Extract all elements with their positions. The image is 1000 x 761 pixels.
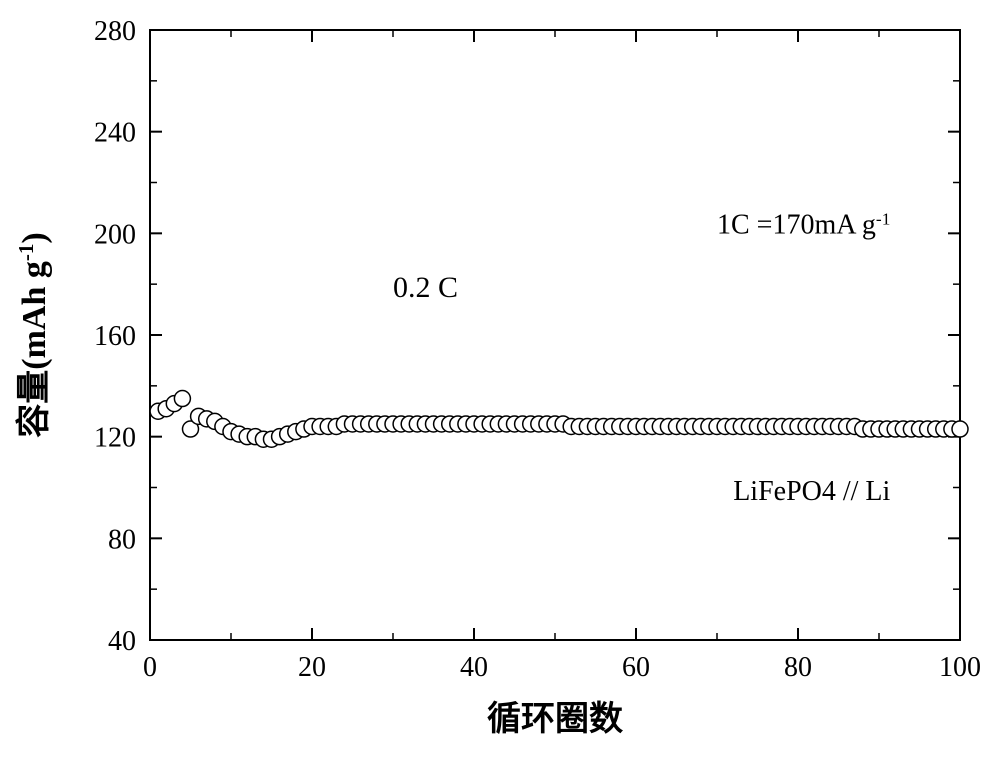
x-tick-label: 0 bbox=[143, 652, 157, 683]
y-tick-label: 240 bbox=[94, 118, 136, 149]
y-tick-label: 120 bbox=[94, 423, 136, 454]
capacity-cycle-chart: 0 20 40 60 80 100 40 80 120 160 200 240 280 循环圈数 容量(mA… bbox=[0, 0, 1000, 761]
chart-annotation: LiFePO4 // Li bbox=[733, 476, 890, 507]
x-tick-label: 40 bbox=[460, 652, 488, 683]
x-tick-label: 60 bbox=[622, 652, 650, 683]
plot-frame bbox=[150, 30, 960, 640]
y-tick-label: 80 bbox=[108, 524, 136, 555]
y-tick-label: 280 bbox=[94, 16, 136, 47]
data-marker bbox=[952, 421, 968, 437]
x-tick-label: 20 bbox=[298, 652, 326, 683]
y-tick-label: 40 bbox=[108, 626, 136, 657]
x-tick-label: 100 bbox=[939, 652, 981, 683]
x-tick-label: 80 bbox=[784, 652, 812, 683]
chart-annotation: 1C =170mA g-1 bbox=[717, 209, 890, 241]
y-tick-label: 200 bbox=[94, 219, 136, 250]
chart-svg: 0 20 40 60 80 100 40 80 120 160 200 240 280 循环圈数 容量(mA… bbox=[0, 0, 1000, 761]
chart-annotation: 0.2 C bbox=[393, 271, 458, 304]
y-axis-title: 容量(mAh g-1) bbox=[14, 232, 53, 438]
x-axis-title: 循环圈数 bbox=[487, 700, 623, 738]
data-marker bbox=[174, 391, 190, 407]
y-tick-label: 160 bbox=[94, 321, 136, 352]
